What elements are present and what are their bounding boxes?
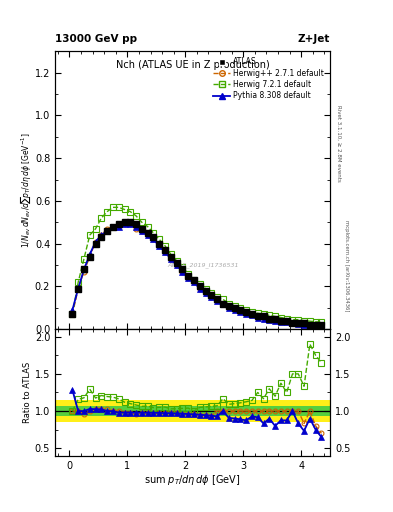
Legend: ATLAS, Herwig++ 2.7.1 default, Herwig 7.2.1 default, Pythia 8.308 default: ATLAS, Herwig++ 2.7.1 default, Herwig 7.… (211, 55, 326, 102)
Text: ATLAS_2019_I1736531: ATLAS_2019_I1736531 (168, 263, 239, 268)
X-axis label: sum $p_T/d\eta\,d\phi$ [GeV]: sum $p_T/d\eta\,d\phi$ [GeV] (144, 473, 241, 487)
Y-axis label: $1/N_{ev}\,dN_{ev}/d\!\sum\! p_T/d\eta\,d\phi\;[\mathrm{GeV}^{-1}]$: $1/N_{ev}\,dN_{ev}/d\!\sum\! p_T/d\eta\,… (19, 133, 33, 248)
Text: mcplots.cern.ch [arXiv:1306.3436]: mcplots.cern.ch [arXiv:1306.3436] (344, 221, 349, 312)
Y-axis label: Ratio to ATLAS: Ratio to ATLAS (23, 362, 32, 423)
Text: Nch (ATLAS UE in Z production): Nch (ATLAS UE in Z production) (116, 59, 270, 70)
Text: 13000 GeV pp: 13000 GeV pp (55, 33, 137, 44)
Text: Z+Jet: Z+Jet (298, 33, 330, 44)
Text: Rivet 3.1.10, ≥ 2.8M events: Rivet 3.1.10, ≥ 2.8M events (336, 105, 341, 182)
